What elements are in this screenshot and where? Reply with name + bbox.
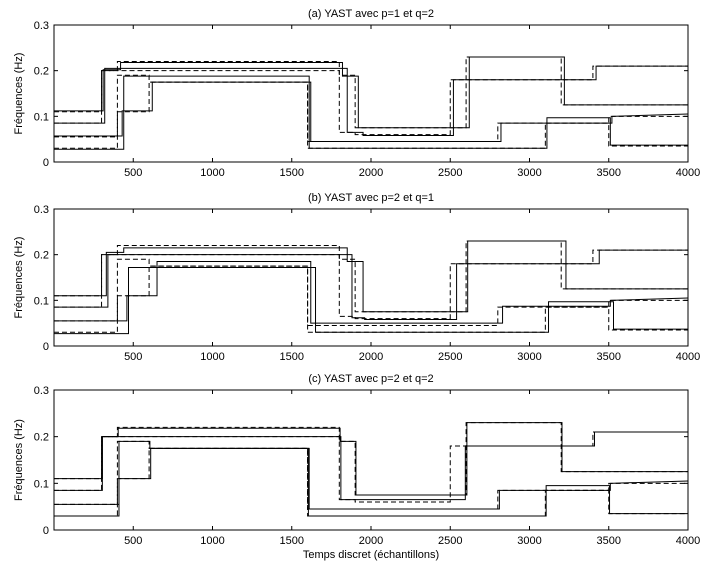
x-tick-label: 500 [124,167,142,179]
x-tick-label: 1000 [200,167,224,179]
x-tick-label: 500 [124,535,142,547]
subplot-0: (a) YAST avec p=1 et q=2 500 1000 1500 2000 2… [13,8,700,179]
true-frequency-line-1 [54,249,688,320]
true-frequency-line-3 [54,258,688,333]
true-frequency-line-0 [54,240,688,313]
y-tick-label: 0.2 [34,66,49,78]
x-tick-label: 1500 [280,535,304,547]
subplot-2: (c) YAST avec p=2 et q=2 500 1000 1500 2000 2… [13,373,700,561]
x-tick-label: 4000 [676,535,700,547]
estimated-frequency-line-7 [54,266,688,335]
estimated-frequency-line-5 [54,431,688,501]
true-frequency-line-3 [54,440,688,517]
y-axis-label: Fréquences (Hz) [13,237,25,319]
y-tick-label: 0.1 [34,295,49,307]
x-tick-label: 500 [124,351,142,363]
y-axis-label: Fréquences (Hz) [13,53,25,135]
x-tick-label: 3000 [517,535,541,547]
x-tick-label: 3500 [597,167,621,179]
y-tick-label: 0 [43,341,49,353]
x-tick-label: 2500 [438,535,462,547]
x-tick-label: 1000 [200,351,224,363]
x-tick-label: 4000 [676,167,700,179]
estimated-frequency-line-6 [54,81,688,142]
x-tick-label: 2500 [438,167,462,179]
x-tick-label: 1500 [280,351,304,363]
y-tick-label: 0.2 [34,250,49,262]
true-frequency-line-3 [54,74,688,149]
y-tick-label: 0.1 [34,111,49,123]
x-tick-label: 2000 [359,351,383,363]
x-tick-label: 4000 [676,351,700,363]
series-group [54,422,688,517]
x-tick-label: 3000 [517,351,541,363]
true-frequency-line-1 [54,65,688,136]
y-tick-label: 0.3 [34,204,49,216]
x-tick-label: 3500 [597,351,621,363]
x-axis-label: Temps discret (échantillons) [303,549,439,561]
x-tick-label: 3000 [517,167,541,179]
x-tick-label: 1500 [280,167,304,179]
subplot-title: (b) YAST avec p=2 et q=1 [308,192,434,204]
estimated-frequency-line-5 [54,65,688,137]
estimated-frequency-line-7 [54,440,688,517]
x-tick-label: 2500 [438,351,462,363]
estimated-frequency-line-4 [54,240,688,313]
true-frequency-line-0 [54,56,688,129]
series-group [54,240,688,335]
x-tick-label: 2000 [359,535,383,547]
subplot-title: (c) YAST avec p=2 et q=2 [308,373,433,385]
y-tick-label: 0 [43,525,49,537]
y-axis-label: Fréquences (Hz) [13,419,25,501]
y-tick-label: 0 [43,157,49,169]
y-tick-label: 0.1 [34,478,49,490]
subplot-1: (b) YAST avec p=2 et q=1 500 1000 1500 2000 2… [13,192,700,363]
x-tick-label: 1000 [200,535,224,547]
y-tick-label: 0.3 [34,20,49,32]
x-tick-label: 3500 [597,535,621,547]
true-frequency-line-2 [54,81,688,142]
y-tick-label: 0.3 [34,385,49,397]
x-tick-label: 2000 [359,167,383,179]
estimated-frequency-line-7 [54,75,688,150]
estimated-frequency-line-4 [54,56,688,129]
subplot-title: (a) YAST avec p=1 et q=2 [308,8,434,20]
y-tick-label: 0.2 [34,432,49,444]
series-group [54,56,688,150]
estimated-frequency-line-5 [54,249,688,321]
estimated-frequency-line-6 [54,261,688,324]
